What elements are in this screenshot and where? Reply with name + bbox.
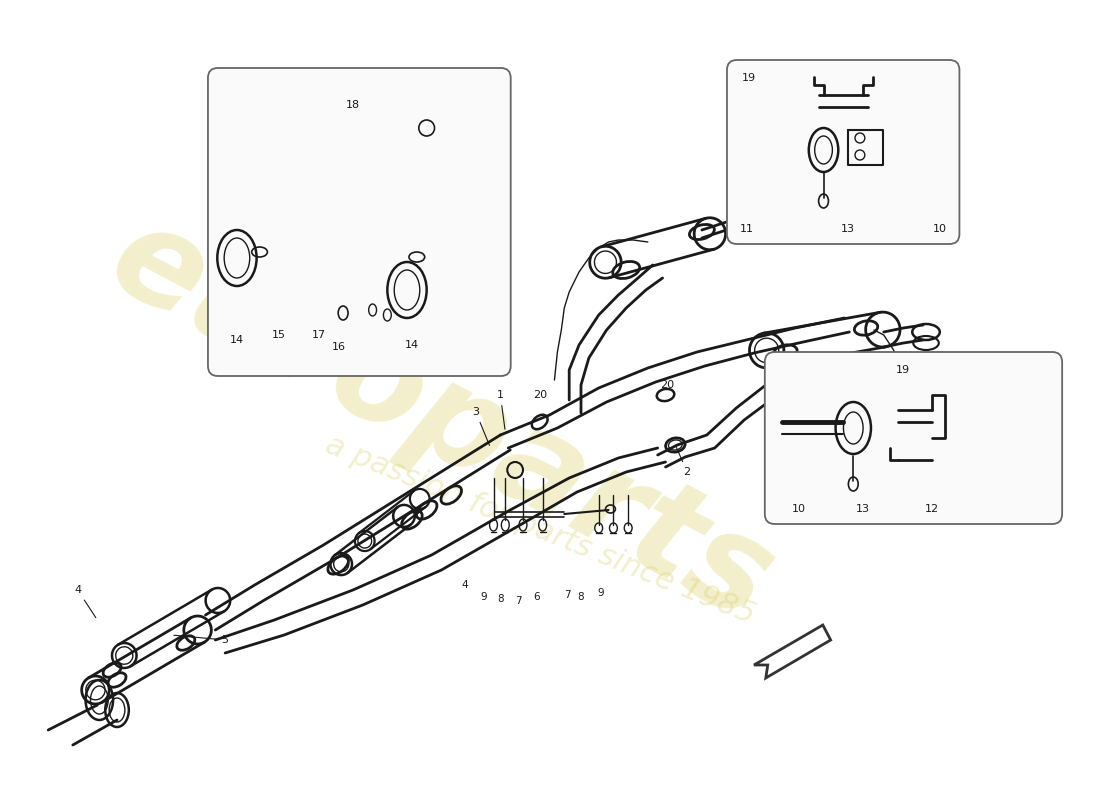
FancyBboxPatch shape	[764, 352, 1063, 524]
Text: 20: 20	[532, 390, 547, 400]
Text: 10: 10	[933, 224, 947, 234]
Text: 3: 3	[472, 407, 490, 446]
Text: 4: 4	[462, 580, 469, 590]
Text: 5: 5	[174, 635, 229, 645]
Text: 19: 19	[741, 73, 756, 83]
FancyBboxPatch shape	[208, 68, 510, 376]
Text: 13: 13	[842, 224, 855, 234]
Text: 1: 1	[497, 390, 505, 430]
Text: europarts: europarts	[89, 193, 793, 647]
Text: a passion for parts since 1985: a passion for parts since 1985	[320, 430, 759, 630]
Text: 19: 19	[895, 365, 910, 375]
Text: 7: 7	[515, 596, 521, 606]
Text: 18: 18	[345, 100, 360, 110]
Text: 7: 7	[564, 590, 571, 600]
Text: 14: 14	[230, 335, 244, 345]
Text: 6: 6	[534, 592, 540, 602]
Text: 16: 16	[332, 342, 346, 352]
Text: 11: 11	[739, 224, 754, 234]
Text: 14: 14	[405, 340, 419, 350]
Text: 15: 15	[272, 330, 286, 340]
Text: 9: 9	[597, 588, 604, 598]
Text: 12: 12	[925, 504, 939, 514]
Text: 2: 2	[676, 447, 691, 477]
Text: 13: 13	[856, 504, 870, 514]
Text: 10: 10	[792, 504, 806, 514]
Text: 17: 17	[311, 330, 326, 340]
Text: 9: 9	[481, 592, 487, 602]
Text: 20: 20	[660, 380, 674, 390]
Text: 4: 4	[74, 585, 96, 618]
Text: 8: 8	[578, 592, 584, 602]
FancyBboxPatch shape	[727, 60, 959, 244]
Text: 8: 8	[497, 594, 504, 604]
